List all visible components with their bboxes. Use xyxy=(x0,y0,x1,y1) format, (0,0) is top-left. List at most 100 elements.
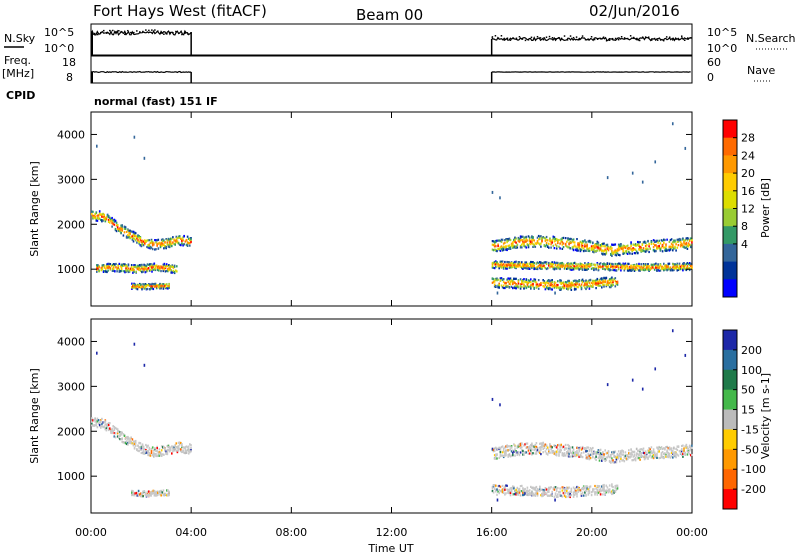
heatmap-cell xyxy=(537,268,539,270)
heatmap-cell xyxy=(505,492,507,494)
heatmap-cell xyxy=(554,247,556,249)
heatmap-cell xyxy=(594,493,596,495)
heatmap-cell xyxy=(664,239,666,241)
heatmap-cell xyxy=(684,354,686,357)
heatmap-cell xyxy=(608,451,610,453)
heatmap-cell xyxy=(578,450,580,452)
noise-search-dot xyxy=(636,39,638,41)
heatmap-cell xyxy=(503,278,505,280)
heatmap-cell xyxy=(622,450,624,452)
colorbar-swatch xyxy=(723,244,737,262)
noise-search-dot xyxy=(639,40,641,42)
heatmap-cell xyxy=(563,246,565,248)
heatmap-cell xyxy=(174,244,176,246)
noise-search-dot xyxy=(585,39,587,41)
heatmap-cell xyxy=(627,458,629,460)
heatmap-cell xyxy=(170,241,172,243)
heatmap-cell xyxy=(515,489,517,491)
heatmap-cell xyxy=(515,261,517,263)
heatmap-cell xyxy=(598,244,600,246)
noise-search-dot xyxy=(97,34,99,36)
heatmap-cell xyxy=(589,247,591,249)
heatmap-cell xyxy=(97,426,99,428)
heatmap-cell xyxy=(521,442,523,444)
heatmap-cell xyxy=(99,424,101,426)
heatmap-cell xyxy=(559,487,561,489)
noise-search-dot xyxy=(543,39,545,41)
noise-search-dot xyxy=(504,39,506,41)
noise-search-dot xyxy=(651,39,653,41)
x-tick-label: 12:00 xyxy=(376,526,408,539)
heatmap-cell xyxy=(496,494,498,496)
heatmap-cell xyxy=(660,242,662,244)
heatmap-cell xyxy=(568,487,570,489)
heatmap-cell xyxy=(152,446,154,448)
heatmap-cell xyxy=(589,250,591,252)
noise-search-dot xyxy=(594,39,596,41)
heatmap-cell xyxy=(124,435,126,437)
heatmap-cell xyxy=(569,446,571,448)
heatmap-cell xyxy=(529,268,531,270)
heatmap-cell xyxy=(538,279,540,281)
heatmap-cell xyxy=(574,286,576,288)
heatmap-cell xyxy=(161,449,163,451)
heatmap-cell xyxy=(544,265,546,267)
heatmap-cell xyxy=(575,263,577,265)
noise-search-dot xyxy=(579,39,581,41)
heatmap-cell xyxy=(144,157,146,160)
heatmap-cell xyxy=(607,176,609,179)
noise-search-dot xyxy=(181,34,183,36)
heatmap-cell xyxy=(138,446,140,448)
heatmap-cell xyxy=(503,249,505,251)
heatmap-cell xyxy=(640,452,642,454)
noise-search-dot xyxy=(492,36,494,38)
freq-left-tick-bottom: 8 xyxy=(66,71,73,84)
heatmap-cell xyxy=(572,446,574,448)
heatmap-cell xyxy=(628,263,630,265)
heatmap-cell xyxy=(671,238,673,240)
heatmap-cell xyxy=(495,266,497,268)
heatmap-cell xyxy=(510,248,512,250)
heatmap-cell xyxy=(684,147,686,150)
heatmap-cell xyxy=(97,220,99,222)
heatmap-cell xyxy=(163,454,165,456)
heatmap-cell xyxy=(682,269,684,271)
noise-search-dot xyxy=(576,36,578,38)
heatmap-cell xyxy=(137,239,139,241)
heatmap-cell xyxy=(556,453,558,455)
heatmap-cell xyxy=(611,483,613,485)
heatmap-cell xyxy=(168,287,170,289)
heatmap-cell xyxy=(610,461,612,463)
heatmap-cell xyxy=(658,240,660,242)
heatmap-cell xyxy=(500,451,502,453)
heatmap-cell xyxy=(147,445,149,447)
heatmap-cell xyxy=(643,247,645,249)
heatmap-cell xyxy=(627,265,629,267)
heatmap-cell xyxy=(640,247,642,249)
heatmap-cell xyxy=(653,448,655,450)
noise-search-dot xyxy=(645,36,647,38)
heatmap-cell xyxy=(582,492,584,494)
colorbar-tick-label: -200 xyxy=(741,483,766,496)
y-tick-label: 2000 xyxy=(57,425,85,438)
heatmap-cell xyxy=(575,288,577,290)
heatmap-cell xyxy=(661,454,663,456)
noise-search-dot xyxy=(151,29,153,31)
heatmap-cell xyxy=(593,268,595,270)
heatmap-cell xyxy=(536,442,538,444)
heatmap-cell xyxy=(638,454,640,456)
heatmap-cell xyxy=(535,279,537,281)
heatmap-cell xyxy=(690,246,692,248)
heatmap-cell xyxy=(660,249,662,251)
heatmap-cell xyxy=(611,255,613,257)
heatmap-cell xyxy=(133,240,135,242)
heatmap-cell xyxy=(148,267,150,269)
heatmap-cell xyxy=(167,451,169,453)
heatmap-cell xyxy=(510,494,512,496)
heatmap-cell xyxy=(96,352,98,355)
heatmap-cell xyxy=(615,451,617,453)
heatmap-cell xyxy=(672,450,674,452)
heatmap-cell xyxy=(681,448,683,450)
noise-search-dot xyxy=(175,31,177,33)
heatmap-cell xyxy=(155,267,157,269)
